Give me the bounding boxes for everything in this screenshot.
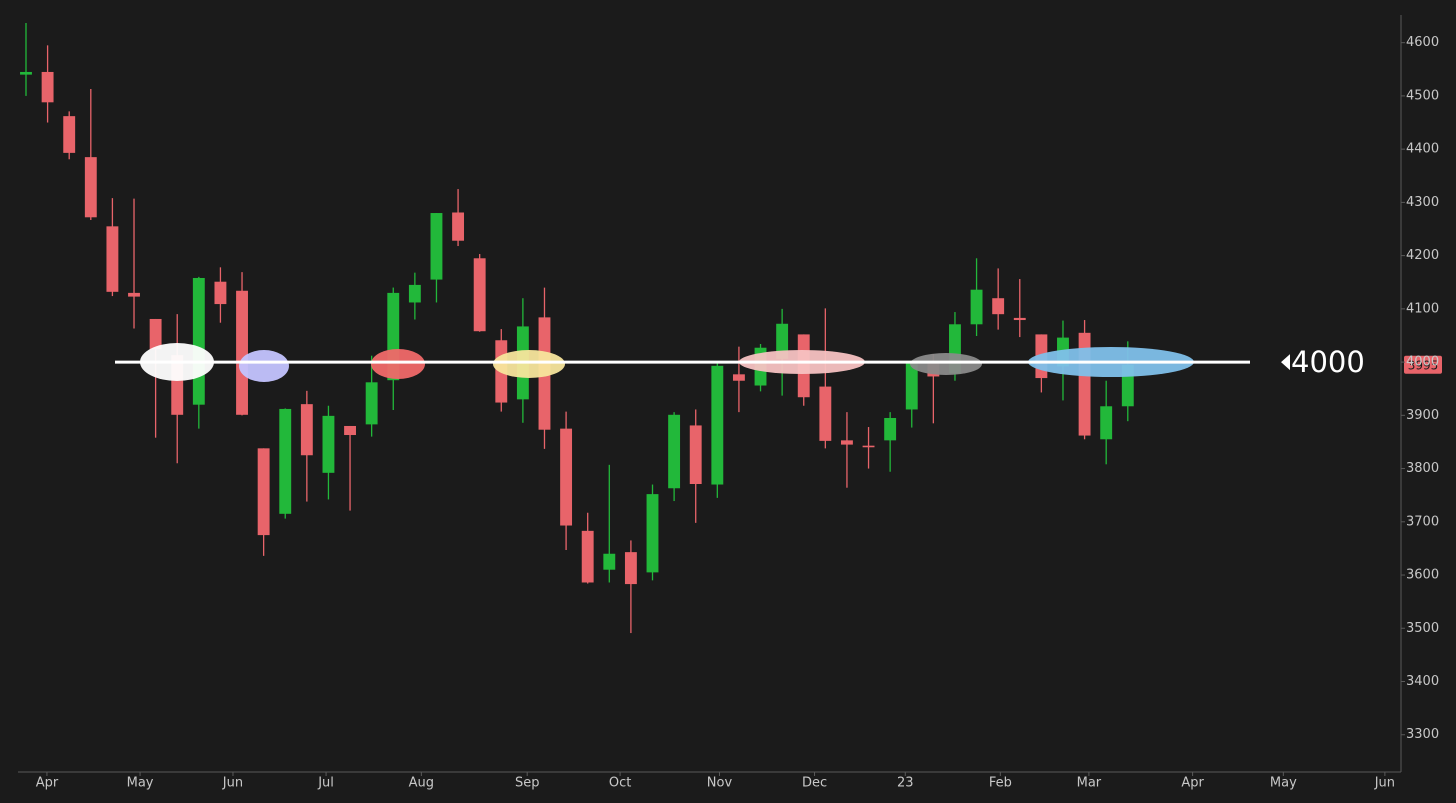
candle-body: [257, 448, 270, 536]
x-tick-label: Jul: [317, 776, 334, 791]
x-tick-label: Apr: [36, 776, 59, 791]
candle-body: [711, 365, 724, 485]
y-tick-label: 4500: [1406, 88, 1439, 103]
candle-body: [387, 292, 400, 381]
candle-body: [862, 445, 875, 448]
candle-body: [689, 425, 702, 484]
y-tick-label: 3500: [1406, 621, 1439, 636]
candle-body: [776, 323, 789, 359]
candle-body: [884, 417, 897, 441]
candle-body: [430, 213, 443, 280]
y-tick-label: 3400: [1406, 674, 1439, 689]
candle-body: [344, 425, 356, 436]
candle-body: [646, 494, 659, 573]
candle-body: [300, 404, 313, 456]
level-label: 4000: [1291, 345, 1365, 379]
x-tick-label: Mar: [1077, 776, 1102, 791]
y-tick-label: 3700: [1406, 514, 1439, 529]
x-tick-label: Dec: [802, 776, 827, 791]
y-tick-label: 4200: [1406, 248, 1439, 263]
highlight: [910, 353, 982, 375]
candle-body: [106, 226, 119, 292]
candle-body: [214, 281, 227, 305]
y-tick-label: 4000: [1406, 355, 1439, 370]
candle-body: [279, 408, 292, 514]
last-price-tag: [1404, 355, 1442, 374]
candle-body: [452, 212, 465, 241]
candle-body: [603, 553, 616, 570]
candle-body: [149, 318, 162, 350]
candle-body: [192, 277, 205, 405]
candle-body: [20, 71, 32, 75]
candle-body: [322, 415, 335, 473]
candle-body: [732, 374, 745, 381]
candle-body: [1078, 332, 1091, 436]
y-tick-label: 4600: [1406, 35, 1439, 50]
y-tick-label: 4400: [1406, 142, 1439, 157]
candle-body: [1013, 317, 1026, 321]
candle-body: [840, 440, 853, 445]
candle-body: [581, 530, 594, 583]
candle-body: [41, 71, 54, 103]
candle-body: [408, 284, 421, 303]
highlight: [371, 349, 425, 379]
candle-body: [970, 289, 983, 325]
candle-body: [1100, 406, 1113, 440]
x-tick-label: Jun: [222, 776, 243, 791]
y-tick-label: 3800: [1406, 461, 1439, 476]
candle-body: [84, 157, 97, 218]
x-tick-label: Nov: [707, 776, 733, 791]
candle-body: [63, 116, 76, 153]
highlight: [239, 350, 289, 382]
overlay: 4000 3995: [115, 345, 1442, 379]
candle-body: [560, 428, 573, 526]
x-tick-label: 23: [897, 776, 914, 791]
x-tick-label: Feb: [989, 776, 1012, 791]
x-tick-label: Aug: [409, 776, 434, 791]
x-tick-label: Sep: [515, 776, 540, 791]
x-tick-label: Apr: [1181, 776, 1204, 791]
candle-body: [1121, 364, 1134, 407]
candle-body: [905, 362, 918, 410]
highlight: [493, 350, 565, 378]
candle-body: [624, 552, 637, 585]
y-tick-label: 3900: [1406, 408, 1439, 423]
y-tick-label: 3300: [1406, 727, 1439, 742]
candle-body: [365, 382, 378, 425]
y-tick-label: 4100: [1406, 301, 1439, 316]
x-tick-label: Oct: [609, 776, 631, 791]
candle-body: [473, 258, 486, 332]
candle-body: [668, 414, 681, 489]
candle-body: [236, 290, 248, 415]
candle-body: [992, 298, 1005, 315]
y-tick-label: 4300: [1406, 195, 1439, 210]
x-tick-label: Jun: [1374, 776, 1395, 791]
candle-body: [128, 292, 140, 297]
candle-body: [949, 324, 961, 374]
x-tick-label: May: [1270, 776, 1297, 791]
candle-body: [819, 386, 832, 441]
x-tick-label: May: [127, 776, 154, 791]
y-tick-label: 3600: [1406, 568, 1439, 583]
candles: [20, 22, 1134, 634]
level-arrow: [1281, 354, 1290, 371]
candle-body: [171, 355, 184, 415]
highlights: [140, 343, 1194, 382]
last-price-label: 3995: [1408, 358, 1439, 372]
